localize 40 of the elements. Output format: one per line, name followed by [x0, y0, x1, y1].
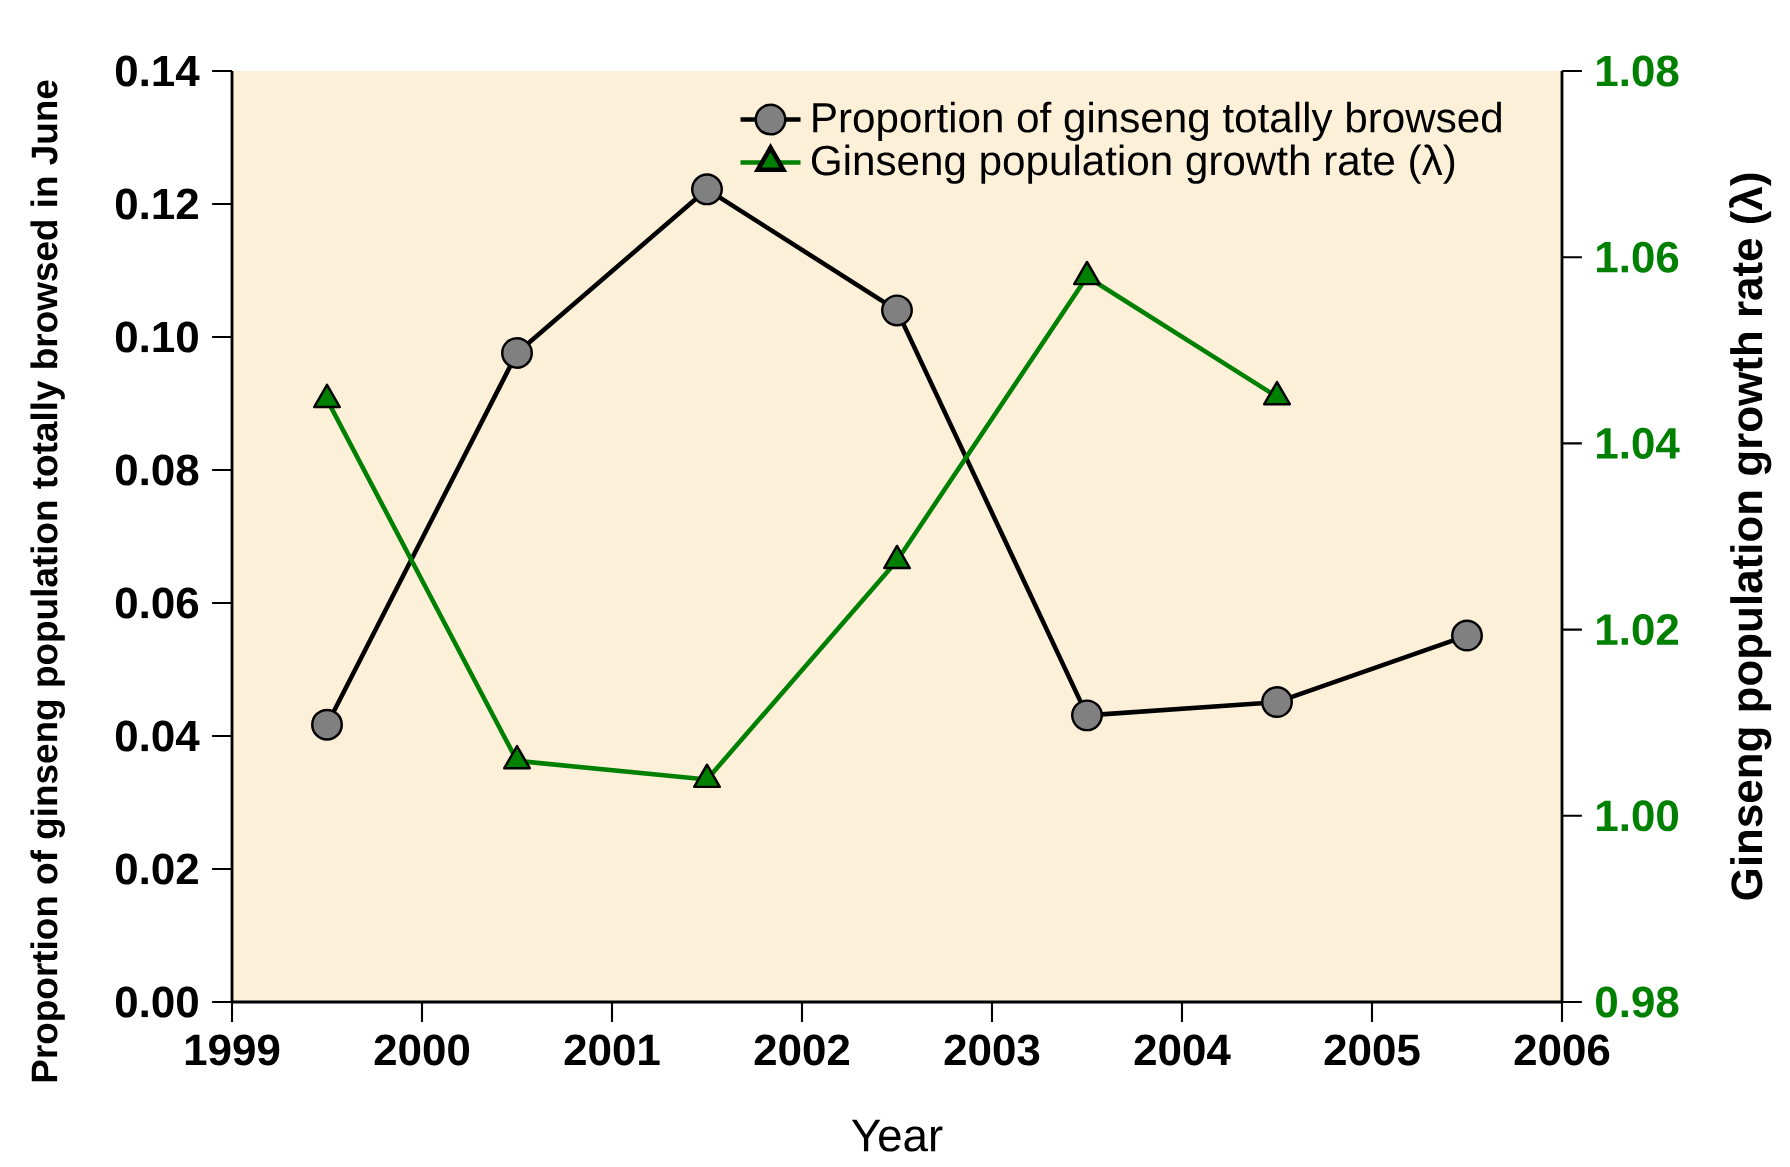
point — [1261, 686, 1293, 719]
legend-label: Proportion of ginseng totally browsed — [813, 101, 1501, 141]
legend-label: Ginseng population growth rate (λ) — [811, 144, 1455, 184]
y2-tick-label: 0.98 — [1596, 986, 1679, 1018]
y-tick-label: 0.08 — [115, 454, 199, 486]
y-tick-label: 0.02 — [115, 853, 198, 885]
point — [691, 173, 723, 206]
x-tick-label: 2003 — [944, 1034, 1040, 1066]
point — [501, 336, 533, 369]
point — [313, 383, 342, 409]
x-tick-label: 2001 — [564, 1034, 660, 1066]
point — [503, 744, 532, 770]
point — [881, 294, 913, 327]
y-axis-title: Proportion of ginseng population totally browsed in June — [30, 80, 65, 1082]
x-axis-title: Year — [851, 1119, 943, 1152]
y-tick-label: 0.10 — [115, 321, 198, 353]
x-tick-label: 2000 — [374, 1034, 470, 1066]
y-tick-label: 0.00 — [115, 986, 198, 1018]
x-tick-label: 2006 — [1514, 1034, 1610, 1066]
point — [692, 763, 722, 789]
x-tick-label: 2004 — [1134, 1034, 1231, 1066]
point — [1262, 380, 1292, 406]
point — [1451, 619, 1483, 652]
point — [882, 544, 912, 570]
y-tick-label: 0.06 — [115, 587, 199, 619]
point — [1071, 699, 1103, 732]
x-tick-label: 2002 — [754, 1034, 850, 1066]
y-tick-label: 0.12 — [115, 188, 198, 220]
y-tick-label: 0.14 — [115, 55, 200, 87]
point — [1072, 260, 1102, 286]
y2-tick-label: 1.02 — [1597, 614, 1679, 646]
x-tick-label: 2005 — [1324, 1034, 1420, 1066]
y2-axis-title: Ginseng population growth rate (λ) — [1729, 173, 1772, 900]
x-tick-label: 1999 — [185, 1034, 280, 1066]
point — [311, 708, 343, 741]
y2-tick-label: 1.06 — [1597, 241, 1679, 273]
y2-tick-label: 1.00 — [1597, 800, 1679, 832]
y2-tick-label: 1.04 — [1597, 427, 1680, 459]
y2-tick-label: 1.08 — [1597, 55, 1679, 87]
y-tick-label: 0.04 — [115, 720, 200, 752]
